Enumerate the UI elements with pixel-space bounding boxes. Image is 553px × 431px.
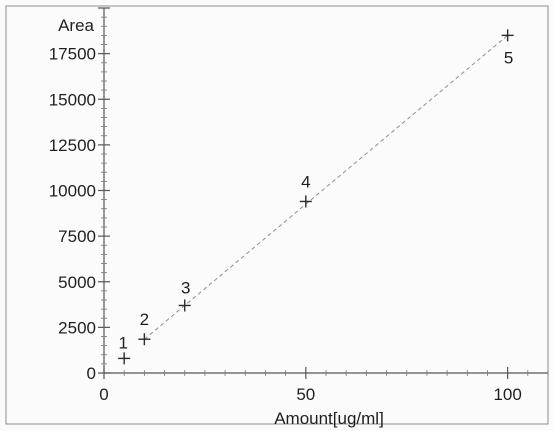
point-marker: 4	[299, 172, 312, 208]
y-tick-label: 12500	[49, 136, 96, 155]
point-label: 4	[301, 172, 310, 191]
y-tick-label: 17500	[49, 45, 96, 64]
x-axis-title: Amount[ug/ml]	[274, 409, 384, 428]
point-marker: 3	[178, 278, 191, 312]
y-tick-label: 10000	[49, 182, 96, 201]
point-label: 2	[140, 310, 149, 329]
chart-border	[5, 5, 549, 425]
x-tick-label: 50	[296, 385, 315, 404]
x-axis-ticks: 0 50 100	[99, 367, 549, 404]
point-label: 1	[118, 333, 127, 352]
y-tick-label: 7500	[58, 227, 96, 246]
y-axis-ticks: 0 2500 5000 7500 10000 12500 15000 17500	[49, 7, 110, 383]
outer-border	[5, 5, 549, 425]
point-marker: 1	[118, 333, 131, 365]
calibration-fit-line	[144, 34, 508, 340]
point-marker: 5	[501, 29, 514, 67]
x-tick-label: 100	[493, 385, 521, 404]
y-tick-label: 5000	[58, 273, 96, 292]
y-axis-title: Area	[58, 16, 94, 35]
axis-labels: Area Amount[ug/ml]	[58, 16, 384, 428]
y-tick-label: 2500	[58, 318, 96, 337]
y-tick-label: 15000	[49, 90, 96, 109]
point-label: 3	[181, 278, 190, 297]
fit-line-group	[144, 34, 508, 340]
point-marker: 2	[138, 310, 151, 346]
chart-axes	[103, 8, 549, 374]
y-tick-label: 0	[87, 364, 96, 383]
x-tick-label: 0	[99, 385, 108, 404]
point-label: 5	[504, 48, 513, 67]
data-points: 12 3 4 5	[118, 29, 514, 365]
